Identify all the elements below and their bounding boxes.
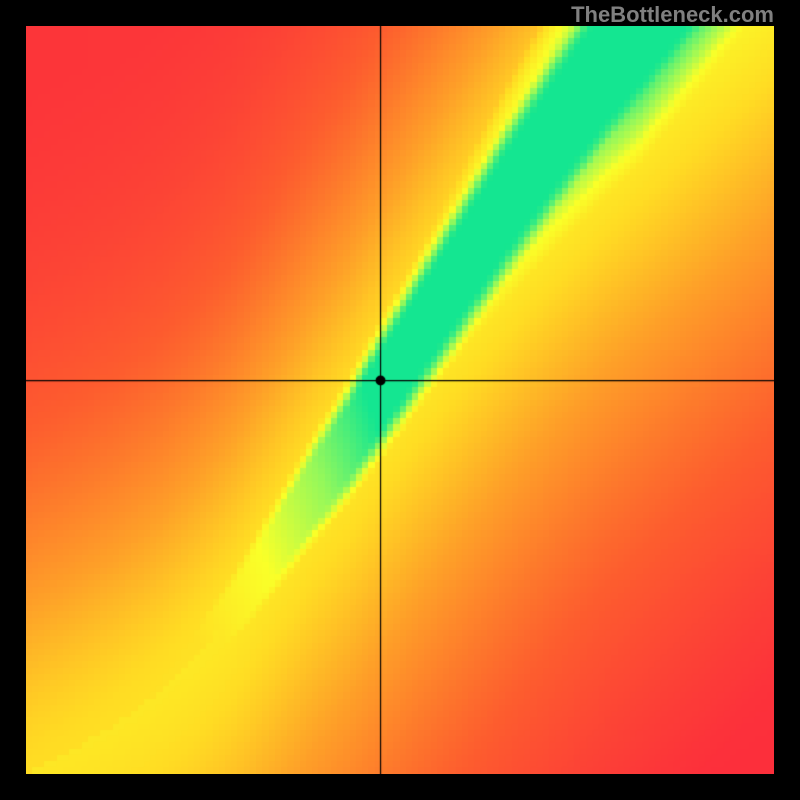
heatmap-canvas	[26, 26, 774, 774]
watermark-text: TheBottleneck.com	[571, 2, 774, 28]
plot-area	[26, 26, 774, 774]
chart-container: TheBottleneck.com	[0, 0, 800, 800]
